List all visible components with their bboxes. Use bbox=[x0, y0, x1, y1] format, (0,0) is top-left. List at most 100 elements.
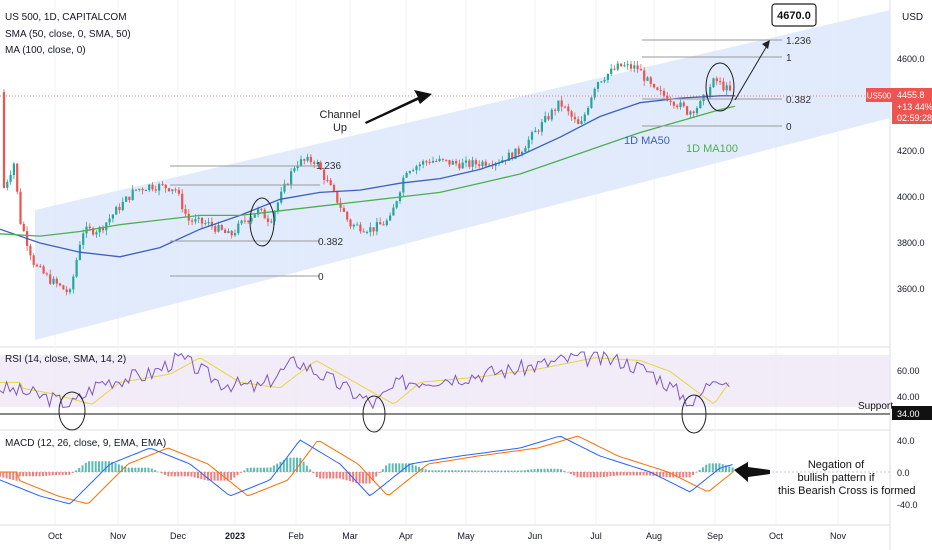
candle-body bbox=[329, 180, 332, 186]
time-label: Oct bbox=[769, 531, 784, 541]
candle-body bbox=[580, 121, 583, 125]
candle-body bbox=[626, 64, 629, 66]
macd-bar bbox=[256, 467, 259, 472]
candle-body bbox=[438, 158, 441, 162]
candle-body bbox=[19, 191, 22, 224]
macd-bar bbox=[81, 465, 84, 472]
rsi-ellipse-1 bbox=[58, 391, 86, 431]
macd-bar bbox=[164, 472, 166, 475]
candle-body bbox=[240, 220, 243, 224]
candle-body bbox=[431, 160, 435, 163]
candle-body bbox=[177, 189, 180, 194]
macd-bar bbox=[292, 457, 295, 472]
rsi-support-box bbox=[892, 406, 932, 420]
macd-bar bbox=[576, 472, 579, 478]
candle-body bbox=[629, 64, 633, 69]
macd-bar bbox=[239, 472, 242, 473]
candle-body bbox=[82, 233, 85, 245]
macd-bar bbox=[157, 471, 160, 473]
macd-bar bbox=[259, 467, 262, 472]
macd-bar bbox=[510, 470, 513, 472]
macd-bar bbox=[358, 472, 361, 484]
candle-body bbox=[530, 132, 534, 140]
candle-body bbox=[577, 119, 580, 125]
candle-body bbox=[583, 114, 586, 122]
vertical-grid bbox=[54, 0, 839, 525]
macd-bar bbox=[573, 472, 576, 476]
macd-bar bbox=[365, 472, 368, 484]
macd-bar bbox=[177, 472, 180, 477]
candle-body bbox=[356, 224, 359, 226]
macd-bar bbox=[682, 472, 685, 478]
macd-bar bbox=[461, 470, 463, 472]
macd-bar bbox=[170, 472, 173, 477]
candle-body bbox=[596, 82, 600, 89]
candle-body bbox=[65, 289, 68, 293]
candle-body bbox=[204, 223, 207, 225]
macd-bar bbox=[58, 472, 61, 475]
macd-bar bbox=[583, 472, 586, 478]
candle-body bbox=[224, 229, 227, 234]
macd-bar bbox=[88, 461, 91, 472]
candle-body bbox=[148, 184, 151, 191]
channel-label-2: Up bbox=[333, 122, 347, 134]
macd-bar bbox=[144, 467, 147, 472]
candle-body bbox=[405, 172, 408, 178]
macd-bar bbox=[193, 472, 196, 478]
candle-body bbox=[45, 273, 48, 275]
macd-bar bbox=[708, 463, 711, 472]
candle-body bbox=[111, 214, 114, 219]
candle-body bbox=[725, 85, 728, 91]
ma100-line bbox=[0, 105, 736, 237]
candle-body bbox=[547, 116, 550, 120]
macd-bar bbox=[263, 467, 265, 472]
candle-body bbox=[247, 220, 250, 222]
macd-bar bbox=[718, 463, 721, 472]
macd-bar bbox=[127, 467, 130, 472]
macd-bar bbox=[711, 463, 714, 472]
macd-bar bbox=[642, 472, 645, 476]
macd-bar bbox=[381, 469, 384, 472]
ma-legend[interactable]: MA (100, close, 0) bbox=[5, 45, 86, 56]
macd-bar bbox=[513, 470, 516, 472]
rsi-title[interactable]: RSI (14, close, SMA, 14, 2) bbox=[5, 354, 126, 365]
candle-body bbox=[699, 101, 702, 109]
macd-bar bbox=[385, 465, 388, 472]
candle-body bbox=[471, 160, 474, 167]
candle-body bbox=[290, 171, 293, 185]
macd-bar bbox=[368, 472, 371, 484]
candle-body bbox=[623, 65, 626, 67]
candle-body bbox=[656, 87, 659, 90]
macd-bar bbox=[688, 472, 691, 478]
macd-bar bbox=[362, 472, 364, 484]
sma-legend[interactable]: SMA (50, close, 0, SMA, 50) bbox=[5, 29, 131, 40]
price-tick: 3800.0 bbox=[897, 238, 925, 248]
macd-bar bbox=[5, 472, 8, 479]
candle-body bbox=[131, 189, 134, 201]
macd-bar bbox=[619, 472, 622, 476]
candle-body bbox=[200, 217, 204, 224]
time-label: Jun bbox=[528, 531, 543, 541]
candle-body bbox=[481, 161, 484, 167]
candle-body bbox=[550, 109, 553, 120]
macd-title[interactable]: MACD (12, 26, close, 9, EMA, EMA) bbox=[5, 438, 166, 449]
macd-bar bbox=[467, 470, 470, 472]
candle-body bbox=[395, 201, 398, 208]
candle-body bbox=[639, 69, 642, 71]
macd-bar bbox=[629, 472, 632, 476]
candle-body bbox=[293, 168, 296, 172]
candle-body bbox=[686, 106, 689, 115]
candle-body bbox=[415, 166, 418, 171]
macd-bar bbox=[609, 472, 612, 477]
macd-bar bbox=[150, 468, 153, 472]
price-tick: 3600.0 bbox=[897, 284, 925, 294]
candle-body bbox=[108, 218, 111, 223]
candle-body bbox=[695, 108, 699, 114]
candle-body bbox=[128, 196, 131, 201]
macd-bar bbox=[246, 468, 249, 472]
candle-body bbox=[491, 165, 494, 167]
macd-bar bbox=[464, 470, 467, 472]
macd-bar bbox=[649, 472, 652, 476]
candle-body bbox=[662, 90, 666, 96]
